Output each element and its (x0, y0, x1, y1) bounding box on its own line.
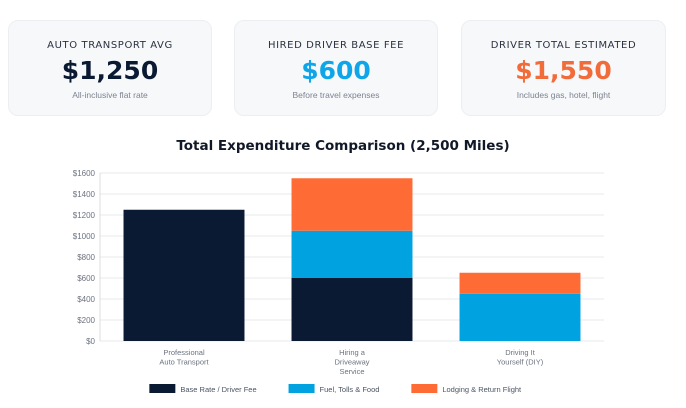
y-tick-label: $1400 (73, 190, 96, 199)
y-tick-label: $600 (77, 274, 95, 283)
bar-segment (291, 230, 413, 278)
bar-segment (459, 272, 581, 294)
card-label: AUTO TRANSPORT AVG (47, 40, 173, 51)
x-tick-label: Service (339, 367, 364, 376)
bar-segment (459, 293, 581, 341)
legend-swatch (149, 384, 176, 393)
card-subtitle: Before travel expenses (292, 90, 380, 100)
y-tick-label: $400 (77, 295, 95, 304)
bar-segment (123, 209, 245, 341)
hired-driver-card: HIRED DRIVER BASE FEE $600 Before travel… (234, 20, 438, 116)
y-tick-label: $1200 (73, 211, 96, 220)
card-value: $1,250 (61, 56, 159, 85)
chart-title: Total Expenditure Comparison (2,500 Mile… (176, 138, 510, 154)
driver-total-card: DRIVER TOTAL ESTIMATED $1,550 Includes g… (461, 20, 666, 116)
x-tick-label: Auto Transport (159, 358, 209, 367)
y-tick-label: $200 (77, 316, 95, 325)
bar-segment (291, 278, 413, 341)
bar-segment (291, 178, 413, 231)
auto-transport-card: AUTO TRANSPORT AVG $1,250 All-inclusive … (8, 20, 212, 116)
legend-swatch (288, 384, 315, 393)
x-tick-label: Driveaway (334, 358, 369, 367)
card-value: $600 (301, 56, 371, 85)
card-label: HIRED DRIVER BASE FEE (267, 40, 405, 51)
x-tick-label: Driving It (505, 348, 536, 357)
x-tick-label: Hiring a (339, 348, 366, 357)
legend-label: Lodging & Return Flight (442, 385, 522, 394)
legend-label: Fuel, Tolls & Food (320, 385, 380, 394)
card-label: DRIVER TOTAL ESTIMATED (490, 40, 637, 51)
y-tick-label: $800 (77, 253, 95, 262)
y-tick-label: $1600 (73, 169, 96, 178)
y-tick-label: $0 (86, 337, 95, 346)
y-tick-label: $1000 (73, 232, 96, 241)
card-subtitle: All-inclusive flat rate (72, 90, 148, 100)
x-tick-label: Yourself (DIY) (497, 358, 544, 367)
card-value: $1,550 (515, 56, 612, 85)
legend-swatch (411, 384, 438, 393)
card-subtitle: Includes gas, hotel, flight (516, 90, 611, 100)
x-tick-label: Professional (163, 348, 205, 357)
legend-label: Base Rate / Driver Fee (180, 385, 256, 394)
